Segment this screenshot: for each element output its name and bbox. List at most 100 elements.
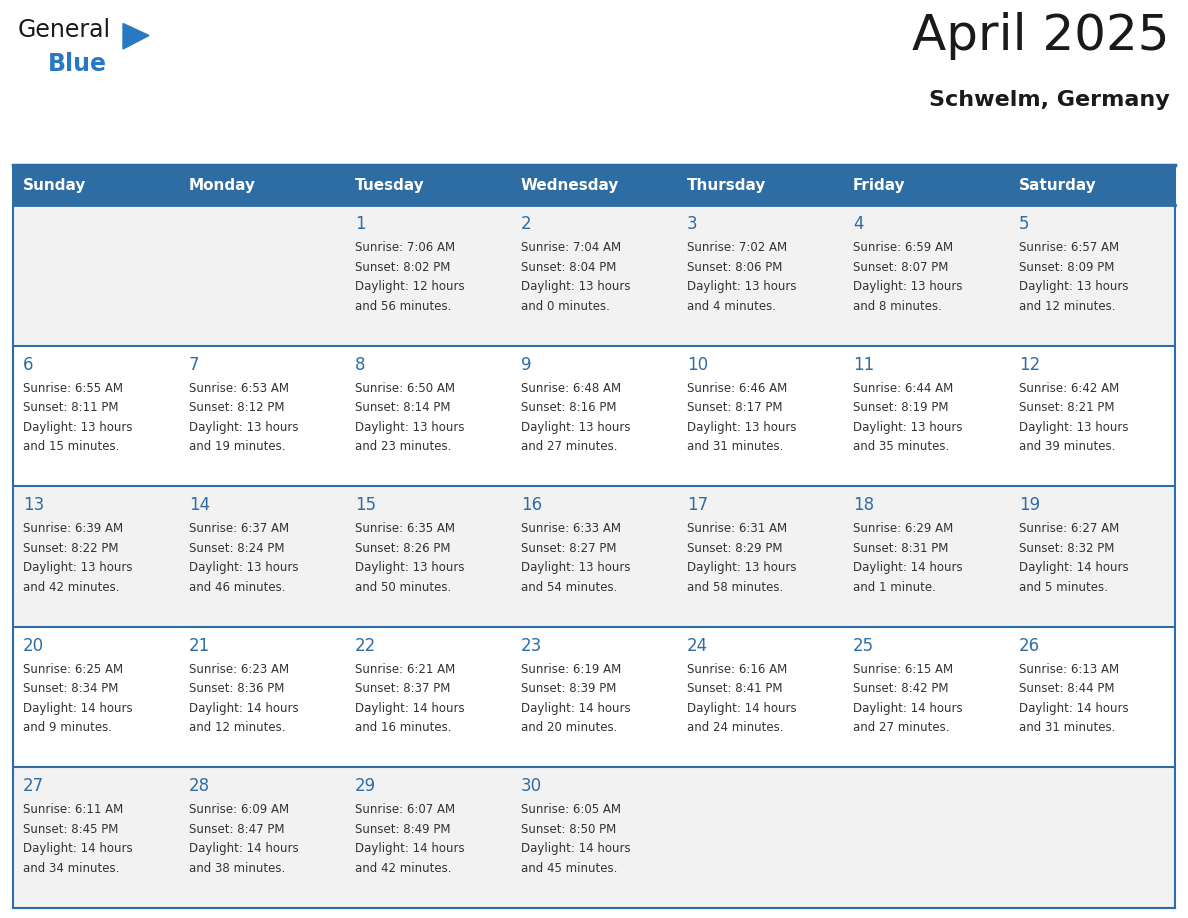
Text: Sunset: 8:49 PM: Sunset: 8:49 PM <box>355 823 450 836</box>
Bar <box>843 205 1009 345</box>
Text: Sunset: 8:14 PM: Sunset: 8:14 PM <box>355 401 450 414</box>
Bar <box>179 767 345 908</box>
Text: Daylight: 13 hours: Daylight: 13 hours <box>355 420 465 433</box>
Text: 14: 14 <box>189 497 210 514</box>
Bar <box>13 205 179 345</box>
Text: Sunset: 8:26 PM: Sunset: 8:26 PM <box>355 542 450 554</box>
Bar <box>1009 165 1175 205</box>
Bar <box>1009 627 1175 767</box>
Text: Sunrise: 6:44 AM: Sunrise: 6:44 AM <box>853 382 953 395</box>
Text: Sunrise: 6:13 AM: Sunrise: 6:13 AM <box>1019 663 1119 676</box>
Text: Wednesday: Wednesday <box>522 177 619 193</box>
Text: Sunrise: 6:53 AM: Sunrise: 6:53 AM <box>189 382 289 395</box>
Text: Daylight: 14 hours: Daylight: 14 hours <box>23 701 133 715</box>
Text: Sunrise: 6:35 AM: Sunrise: 6:35 AM <box>355 522 455 535</box>
Text: Sunrise: 6:59 AM: Sunrise: 6:59 AM <box>853 241 953 254</box>
Text: Sunset: 8:37 PM: Sunset: 8:37 PM <box>355 682 450 695</box>
Text: Sunset: 8:29 PM: Sunset: 8:29 PM <box>687 542 783 554</box>
Text: Sunrise: 6:11 AM: Sunrise: 6:11 AM <box>23 803 124 816</box>
Text: Daylight: 14 hours: Daylight: 14 hours <box>189 843 298 856</box>
Bar <box>511 767 677 908</box>
Text: General: General <box>18 18 112 42</box>
Bar <box>345 767 511 908</box>
Bar <box>13 627 179 767</box>
Text: Sunrise: 6:46 AM: Sunrise: 6:46 AM <box>687 382 788 395</box>
Text: Sunset: 8:06 PM: Sunset: 8:06 PM <box>687 261 783 274</box>
Text: Daylight: 12 hours: Daylight: 12 hours <box>355 280 465 293</box>
Bar <box>345 487 511 627</box>
Text: and 31 minutes.: and 31 minutes. <box>1019 722 1116 734</box>
Text: and 58 minutes.: and 58 minutes. <box>687 581 783 594</box>
Bar <box>843 165 1009 205</box>
Text: and 16 minutes.: and 16 minutes. <box>355 722 451 734</box>
Bar <box>1009 345 1175 487</box>
Text: 6: 6 <box>23 355 33 374</box>
Text: 3: 3 <box>687 215 697 233</box>
Text: Sunrise: 7:02 AM: Sunrise: 7:02 AM <box>687 241 788 254</box>
Bar <box>345 345 511 487</box>
Text: Daylight: 13 hours: Daylight: 13 hours <box>355 561 465 574</box>
Text: Daylight: 14 hours: Daylight: 14 hours <box>853 701 962 715</box>
Text: and 42 minutes.: and 42 minutes. <box>355 862 451 875</box>
Text: Sunset: 8:27 PM: Sunset: 8:27 PM <box>522 542 617 554</box>
Bar <box>677 627 843 767</box>
Text: and 5 minutes.: and 5 minutes. <box>1019 581 1108 594</box>
Text: Sunset: 8:50 PM: Sunset: 8:50 PM <box>522 823 617 836</box>
Text: and 0 minutes.: and 0 minutes. <box>522 299 609 312</box>
Text: Sunset: 8:09 PM: Sunset: 8:09 PM <box>1019 261 1114 274</box>
Text: and 27 minutes.: and 27 minutes. <box>522 440 618 453</box>
Text: and 31 minutes.: and 31 minutes. <box>687 440 783 453</box>
Bar <box>843 627 1009 767</box>
Text: 8: 8 <box>355 355 366 374</box>
Text: 13: 13 <box>23 497 44 514</box>
Text: and 38 minutes.: and 38 minutes. <box>189 862 285 875</box>
Text: Sunrise: 6:05 AM: Sunrise: 6:05 AM <box>522 803 621 816</box>
Bar <box>511 627 677 767</box>
Text: 1: 1 <box>355 215 366 233</box>
Text: Sunrise: 6:23 AM: Sunrise: 6:23 AM <box>189 663 289 676</box>
Text: Sunset: 8:41 PM: Sunset: 8:41 PM <box>687 682 783 695</box>
Text: Sunrise: 6:39 AM: Sunrise: 6:39 AM <box>23 522 124 535</box>
Text: Sunset: 8:22 PM: Sunset: 8:22 PM <box>23 542 119 554</box>
Text: Daylight: 14 hours: Daylight: 14 hours <box>687 701 797 715</box>
Text: Thursday: Thursday <box>687 177 766 193</box>
Text: Sunrise: 6:09 AM: Sunrise: 6:09 AM <box>189 803 289 816</box>
Text: Daylight: 13 hours: Daylight: 13 hours <box>23 420 133 433</box>
Text: April 2025: April 2025 <box>912 12 1170 60</box>
Text: Daylight: 13 hours: Daylight: 13 hours <box>522 420 631 433</box>
Text: and 39 minutes.: and 39 minutes. <box>1019 440 1116 453</box>
Bar <box>1009 767 1175 908</box>
Text: Sunset: 8:24 PM: Sunset: 8:24 PM <box>189 542 284 554</box>
Text: Sunset: 8:32 PM: Sunset: 8:32 PM <box>1019 542 1114 554</box>
Text: Sunset: 8:47 PM: Sunset: 8:47 PM <box>189 823 284 836</box>
Bar <box>511 165 677 205</box>
Text: and 23 minutes.: and 23 minutes. <box>355 440 451 453</box>
Bar <box>13 165 179 205</box>
Text: Daylight: 13 hours: Daylight: 13 hours <box>522 280 631 293</box>
Text: 26: 26 <box>1019 637 1041 655</box>
Bar <box>179 205 345 345</box>
Text: Monday: Monday <box>189 177 255 193</box>
Text: Sunset: 8:34 PM: Sunset: 8:34 PM <box>23 682 119 695</box>
Text: Daylight: 14 hours: Daylight: 14 hours <box>355 843 465 856</box>
Text: 24: 24 <box>687 637 708 655</box>
Text: 12: 12 <box>1019 355 1041 374</box>
Text: 16: 16 <box>522 497 542 514</box>
Text: 18: 18 <box>853 497 874 514</box>
Text: 2: 2 <box>522 215 531 233</box>
Bar <box>345 627 511 767</box>
Text: Sunset: 8:42 PM: Sunset: 8:42 PM <box>853 682 948 695</box>
Text: Daylight: 13 hours: Daylight: 13 hours <box>687 280 796 293</box>
Text: Sunrise: 6:21 AM: Sunrise: 6:21 AM <box>355 663 455 676</box>
Text: Daylight: 13 hours: Daylight: 13 hours <box>687 420 796 433</box>
Text: Sunrise: 6:55 AM: Sunrise: 6:55 AM <box>23 382 124 395</box>
Bar <box>677 345 843 487</box>
Text: Sunset: 8:31 PM: Sunset: 8:31 PM <box>853 542 948 554</box>
Text: and 42 minutes.: and 42 minutes. <box>23 581 120 594</box>
Bar <box>511 345 677 487</box>
Bar <box>1009 487 1175 627</box>
Text: Saturday: Saturday <box>1019 177 1097 193</box>
Text: Sunset: 8:12 PM: Sunset: 8:12 PM <box>189 401 284 414</box>
Text: Daylight: 13 hours: Daylight: 13 hours <box>1019 280 1129 293</box>
Text: Sunrise: 6:37 AM: Sunrise: 6:37 AM <box>189 522 289 535</box>
